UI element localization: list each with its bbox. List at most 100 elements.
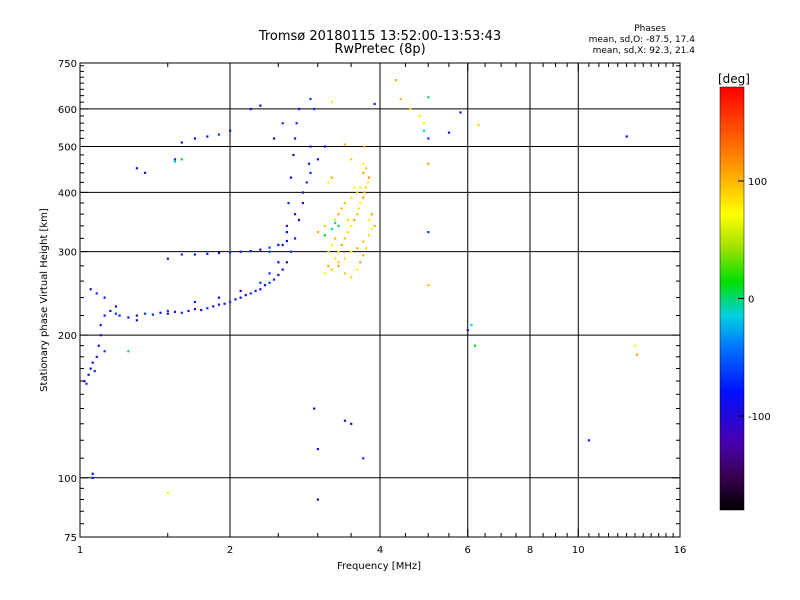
chart-subtitle: RwPretec (8p): [334, 42, 425, 57]
data-point-O: [99, 324, 102, 327]
data-point-O: [350, 422, 353, 425]
data-point-O: [272, 278, 276, 281]
y-tick-label: 75: [64, 533, 77, 544]
x-tick-label: 4: [377, 545, 383, 556]
data-point-O: [91, 472, 94, 475]
data-point-X: [343, 201, 347, 205]
data-point-O: [109, 309, 112, 313]
data-point-X: [362, 171, 365, 174]
data-point-O: [166, 312, 169, 315]
legend-heading: Phases: [634, 24, 666, 34]
data-point-X: [337, 261, 340, 264]
data-point-X: [359, 186, 362, 189]
data-point-O: [114, 305, 118, 308]
data-point-X: [394, 79, 397, 82]
data-point-O: [268, 272, 271, 275]
data-point-O: [229, 300, 232, 304]
data-point-X: [330, 268, 333, 271]
data-point-X: [362, 254, 365, 257]
data-point-X: [350, 158, 353, 161]
data-point-X: [346, 218, 350, 222]
data-point-O: [466, 329, 469, 332]
data-point-X: [635, 353, 638, 356]
x-tick-label: 6: [465, 545, 471, 556]
data-point-O: [343, 419, 347, 422]
data-point-mixed: [173, 160, 177, 163]
x-tick-label: 1: [77, 545, 83, 556]
data-point-X: [357, 207, 360, 210]
data-point-X: [343, 272, 347, 275]
grid-lines: [80, 63, 680, 537]
data-point-O: [239, 250, 242, 253]
data-point-X: [356, 213, 359, 216]
data-point-X: [343, 237, 347, 240]
colorbar-tick-label: -100: [748, 412, 771, 423]
data-point-X: [365, 247, 368, 250]
x-tick-label: 8: [527, 545, 533, 556]
data-point-O: [99, 334, 102, 337]
data-point-X: [337, 264, 340, 268]
data-point-O: [259, 248, 262, 251]
data-point-X: [350, 276, 353, 279]
data-point-O: [309, 145, 312, 148]
data-point-O: [118, 314, 121, 317]
data-point-X: [337, 250, 340, 253]
data-point-X: [356, 268, 359, 271]
data-point-O: [289, 176, 293, 179]
colorbar-tick-label: 100: [748, 177, 767, 188]
x-axis-label: Frequency [MHz]: [337, 561, 421, 572]
x-tick-label: 2: [227, 545, 233, 556]
data-point-X: [330, 243, 333, 247]
data-point-O: [206, 307, 209, 310]
data-point-X: [334, 218, 337, 222]
data-point-O: [277, 273, 280, 277]
data-point-X: [334, 237, 337, 240]
data-point-mixed: [422, 129, 426, 132]
data-point-O: [427, 137, 430, 140]
data-point-O: [239, 289, 242, 293]
data-point-X: [359, 201, 362, 205]
data-point-O: [249, 249, 252, 253]
data-point-X: [365, 186, 368, 189]
data-point-O: [316, 498, 319, 501]
data-point-O: [293, 237, 297, 240]
colorbar-ticks: -100 0 100: [738, 177, 771, 423]
data-point-O: [254, 289, 257, 293]
data-point-X: [370, 227, 373, 231]
data-point-X: [399, 97, 402, 101]
data-point-O: [206, 135, 209, 138]
data-point-O: [323, 145, 327, 148]
data-point-O: [305, 181, 308, 184]
data-point-O: [625, 135, 628, 138]
data-point-X: [343, 257, 347, 260]
data-point-O: [285, 231, 288, 234]
data-point-O: [285, 239, 288, 243]
data-point-O: [362, 457, 365, 460]
data-point-O: [180, 253, 183, 256]
data-point-X: [316, 231, 319, 234]
data-point-X: [323, 224, 327, 228]
data-point-X: [353, 186, 356, 189]
data-point-O: [135, 319, 138, 322]
data-point-X: [366, 181, 369, 184]
data-point-O: [206, 252, 209, 255]
data-point-O: [316, 448, 319, 451]
data-point-O: [239, 296, 242, 299]
data-point-O: [166, 309, 169, 313]
legend-line-x: mean, sd,X: 92.3, 21.4: [593, 46, 696, 56]
data-point-O: [103, 314, 106, 317]
data-point-O: [180, 141, 183, 144]
data-point-O: [143, 171, 147, 174]
data-point-mixed: [334, 221, 337, 225]
data-point-X: [362, 162, 365, 165]
data-point-O: [97, 344, 100, 347]
data-point-X: [327, 181, 330, 184]
data-point-O: [313, 107, 316, 111]
data-point-O: [293, 137, 297, 140]
data-point-O: [127, 316, 130, 319]
data-point-X: [343, 143, 347, 146]
data-point-X: [362, 196, 365, 199]
data-point-O: [297, 107, 301, 111]
data-point-X: [362, 240, 365, 243]
